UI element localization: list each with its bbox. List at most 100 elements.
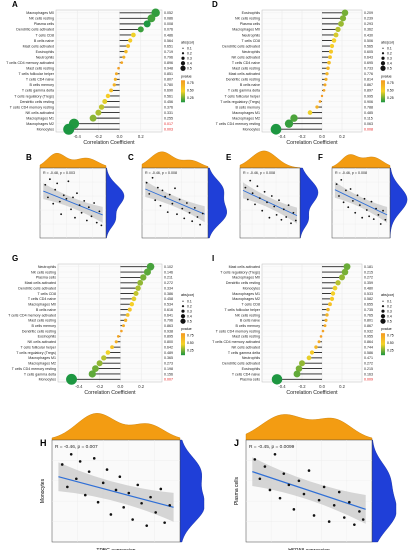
legend-size-label: 0.1 [187,46,192,50]
legend-size-dot [380,65,386,71]
pvalue-label: 0.052 [164,11,173,15]
scatter-panel-F: F R = -0.46, p = 0.008 [318,153,408,239]
lollipop-dot [110,345,114,350]
pvalue-label: 0.642 [164,345,173,349]
legend-size-dot [382,47,384,49]
cell-label: NK cells resting [235,17,260,21]
data-point [60,463,64,466]
cell-label: NK cells resting [235,313,260,317]
data-point [290,222,292,225]
data-point [201,212,204,215]
data-point [185,202,188,204]
data-point [199,223,201,226]
data-point [100,224,103,227]
lollipop-dot [306,355,312,361]
tick-label: -0.4 [278,134,286,139]
cell-label: NK cells activated [231,345,260,349]
data-point [174,187,176,190]
cell-label: T cells CD4 naive [232,372,260,376]
pvalue-label: 0.198 [164,367,173,371]
lollipop-dot [120,61,124,65]
data-point [377,214,380,216]
data-point [168,503,172,507]
cell-label: Macrophages M2 [26,122,54,126]
lollipop-dot [326,66,330,70]
pvalue-label: 0.534 [164,303,173,307]
lollipop-dot [114,340,118,344]
cell-label: Macrophages M1 [26,116,54,120]
pvalue-label: 0.801 [364,319,373,323]
regression-line [334,189,388,216]
legend: abs(cor) 0.10.20.30.40.5 pvalue 0.75 0.50 0.2… [380,293,394,356]
lollipop-dot [105,350,111,355]
data-point [340,179,343,181]
legend-size-label: 0.3 [187,309,192,313]
cell-label: T cells regulatory (Tregs) [16,351,56,355]
data-point [105,468,109,471]
cell-label: Plasma cells [34,22,54,26]
data-point [101,481,105,485]
legend-size-dot [180,65,186,71]
pvalue-label: 0.181 [364,265,373,269]
legend-size-dot [182,47,184,49]
lollipop-dot [117,66,120,70]
data-point [361,518,365,521]
data-point [87,206,90,209]
data-point [249,179,252,182]
x-axis-label: TPBG expression [96,548,135,550]
data-point [193,207,196,209]
data-point [317,498,321,502]
cell-label: T cells CD4 naive [26,78,54,82]
pvalue-label: 0.788 [364,105,373,109]
data-point [52,202,55,205]
pvalue-label: 0.814 [364,78,373,82]
data-point [275,214,278,216]
lollipop-dot [290,114,298,122]
data-point [287,204,290,207]
data-point [83,493,87,497]
lollipop-dot [317,340,321,344]
cell-label: Neutrophils [242,50,260,54]
lollipop-dot [326,307,330,312]
cell-label: NK cells resting [31,270,56,274]
data-point [312,514,316,517]
legend-size-dot [181,309,185,313]
data-point [148,193,151,195]
data-point [375,207,377,210]
scatter-panel-J: J R = -0.45, p = 0.0099 HSPA8 expression Pl… [234,414,397,550]
lollipop-dot [146,262,155,271]
scatter-panel-C: C R = -0.46, p = 0.008 [128,151,227,239]
data-point [70,208,72,211]
data-point [251,192,254,195]
pvalue-label: 0.485 [364,111,373,115]
data-point [131,518,134,521]
lollipop-dot [127,307,132,312]
data-point [348,500,351,504]
lollipop-dot [135,285,141,291]
data-point [365,209,368,211]
lollipop-dot [133,290,139,297]
panel-letter: B [26,153,32,162]
pvalue-label: 0.365 [164,356,173,360]
pvalue-label: 0.564 [164,39,173,43]
right-density [299,167,319,239]
top-density [331,154,391,169]
data-point [54,188,57,191]
cell-label: B cells memory [31,324,56,328]
data-point [363,197,366,200]
legend-color-tick: 0.75 [187,81,194,85]
data-point [273,205,276,208]
cell-label: Plasma cells [240,378,260,382]
legend-color-bar [381,80,385,103]
top-density [141,151,209,169]
data-point [292,508,296,511]
pvalue-label: 0.735 [364,308,373,312]
data-point [92,457,96,460]
cell-label: Dendritic cells activated [16,28,54,32]
data-point [98,210,101,213]
data-point [261,209,264,212]
lollipop-dot [293,370,301,378]
pvalue-label: 0.146 [164,270,173,274]
legend: abs(cor) 0.10.20.30.40.5 pvalue 0.75 0.50 0.2… [180,40,194,103]
lollipop-dot [320,94,324,98]
